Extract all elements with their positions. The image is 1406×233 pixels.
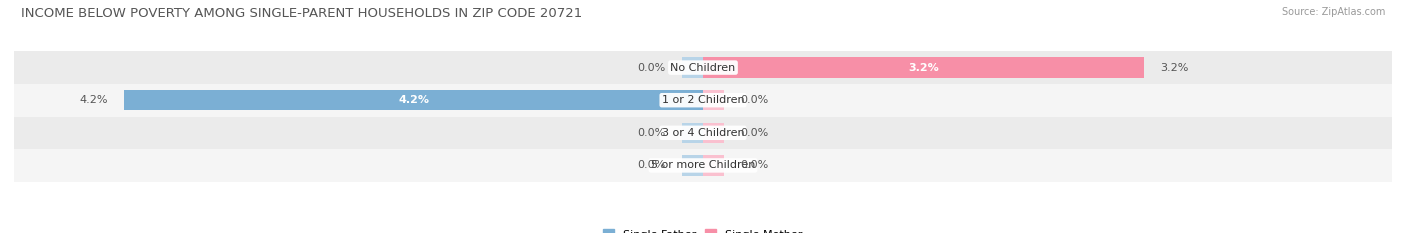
Text: 4.2%: 4.2% [79, 95, 108, 105]
Bar [703, 90, 724, 110]
Bar [682, 155, 703, 175]
Bar [14, 149, 1392, 182]
Text: 0.0%: 0.0% [740, 161, 769, 170]
Text: 3.2%: 3.2% [908, 63, 939, 72]
Bar [682, 123, 703, 143]
Text: INCOME BELOW POVERTY AMONG SINGLE-PARENT HOUSEHOLDS IN ZIP CODE 20721: INCOME BELOW POVERTY AMONG SINGLE-PARENT… [21, 7, 582, 20]
Text: 0.0%: 0.0% [740, 95, 769, 105]
Bar [14, 116, 1392, 149]
Text: 0.0%: 0.0% [637, 128, 666, 138]
Text: 3 or 4 Children: 3 or 4 Children [662, 128, 744, 138]
Text: 4.2%: 4.2% [398, 95, 429, 105]
Bar [703, 58, 1144, 78]
Bar [682, 58, 703, 78]
Text: 0.0%: 0.0% [637, 63, 666, 72]
Text: No Children: No Children [671, 63, 735, 72]
Legend: Single Father, Single Mother: Single Father, Single Mother [599, 225, 807, 233]
Text: 3.2%: 3.2% [1160, 63, 1189, 72]
Text: 5 or more Children: 5 or more Children [651, 161, 755, 170]
Text: Source: ZipAtlas.com: Source: ZipAtlas.com [1281, 7, 1385, 17]
Bar [14, 51, 1392, 84]
Bar [14, 84, 1392, 116]
Text: 1 or 2 Children: 1 or 2 Children [662, 95, 744, 105]
Bar [124, 90, 703, 110]
Bar [703, 155, 724, 175]
Text: 0.0%: 0.0% [740, 128, 769, 138]
Bar [703, 123, 724, 143]
Text: 0.0%: 0.0% [637, 161, 666, 170]
